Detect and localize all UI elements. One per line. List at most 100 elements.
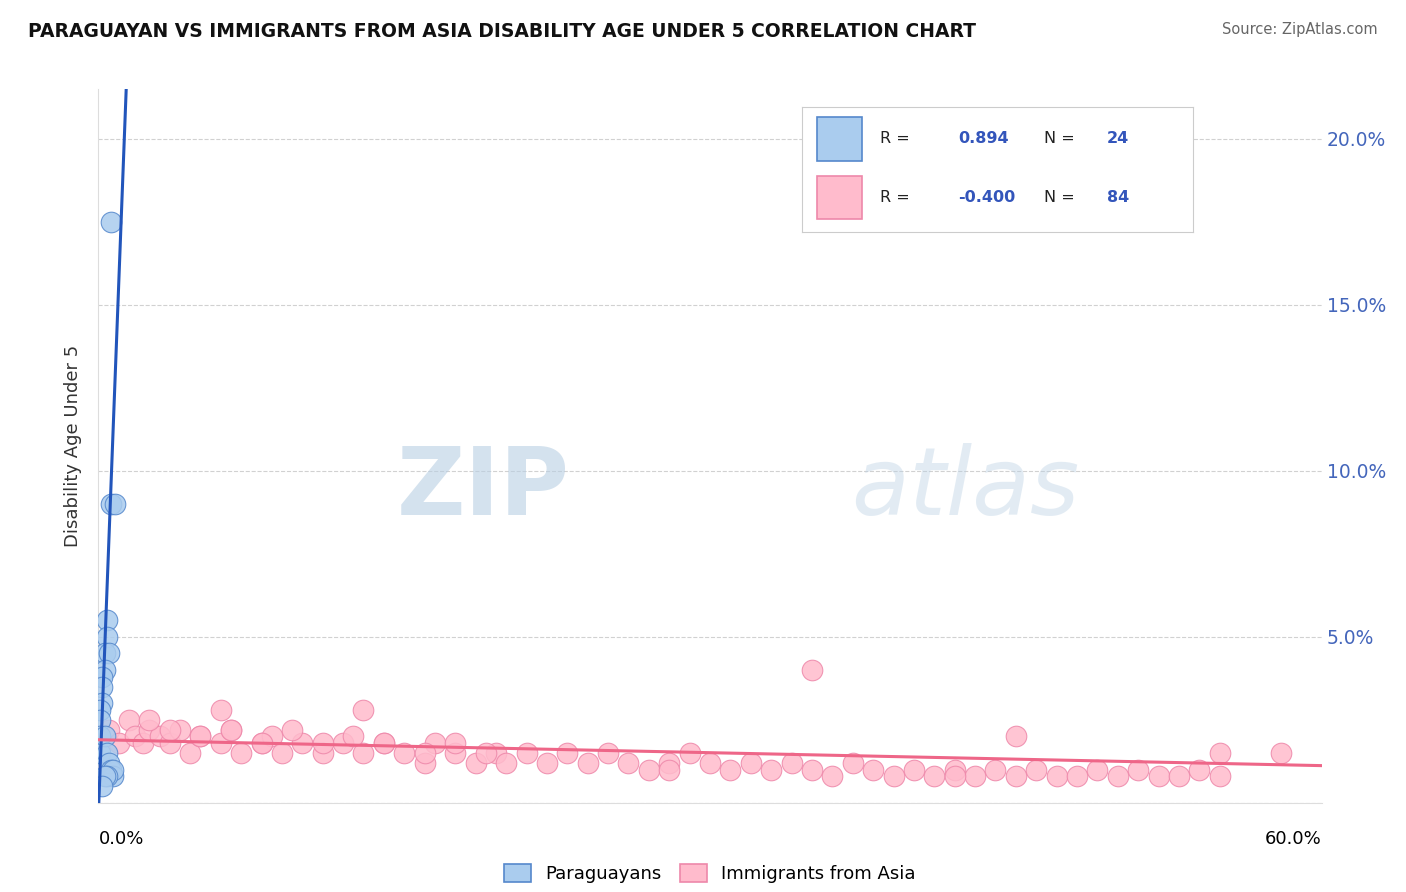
Point [740, 756, 762, 770]
Text: ZIP: ZIP [396, 442, 569, 535]
Point [231, 746, 253, 760]
Point [638, 763, 661, 777]
Point [1045, 769, 1069, 783]
Point [209, 736, 232, 750]
Point [312, 746, 335, 760]
Point [801, 663, 824, 677]
Point [96, 630, 118, 644]
Point [474, 746, 498, 760]
Point [984, 763, 1007, 777]
Point [342, 730, 364, 744]
Point [485, 746, 508, 760]
Point [413, 746, 436, 760]
Point [1167, 769, 1189, 783]
Point [617, 756, 640, 770]
Point [91, 680, 114, 694]
Point [138, 713, 160, 727]
Text: PARAGUAYAN VS IMMIGRANTS FROM ASIA DISABILITY AGE UNDER 5 CORRELATION CHART: PARAGUAYAN VS IMMIGRANTS FROM ASIA DISAB… [28, 22, 976, 41]
Point [96, 613, 118, 627]
Point [1066, 769, 1088, 783]
Point [250, 736, 273, 750]
Point [679, 746, 702, 760]
Point [93, 730, 115, 744]
Point [495, 756, 517, 770]
Point [179, 746, 201, 760]
Point [352, 703, 374, 717]
Point [209, 703, 232, 717]
Point [89, 746, 111, 760]
Point [89, 730, 111, 744]
Text: atlas: atlas [851, 443, 1078, 534]
Point [89, 713, 111, 727]
Point [1147, 769, 1170, 783]
Point [841, 756, 863, 770]
Point [96, 769, 118, 783]
Point [138, 723, 160, 737]
Point [219, 723, 242, 737]
Point [862, 763, 884, 777]
Point [536, 756, 558, 770]
Point [104, 497, 127, 511]
Point [883, 769, 905, 783]
Point [1085, 763, 1108, 777]
Point [101, 769, 124, 783]
Point [1209, 746, 1232, 760]
Text: 0.0%: 0.0% [98, 830, 143, 847]
Point [576, 756, 599, 770]
Point [444, 746, 467, 760]
Point [658, 763, 681, 777]
Point [1004, 730, 1026, 744]
Point [219, 723, 242, 737]
Point [93, 663, 115, 677]
Point [101, 763, 124, 777]
Point [780, 756, 803, 770]
Point [118, 713, 141, 727]
Point [658, 756, 681, 770]
Point [132, 736, 155, 750]
Point [97, 756, 120, 770]
Point [97, 723, 120, 737]
Point [516, 746, 538, 760]
Point [312, 736, 335, 750]
Point [281, 723, 304, 737]
Point [159, 723, 181, 737]
Point [1188, 763, 1211, 777]
Point [352, 746, 374, 760]
Point [1270, 746, 1292, 760]
Point [188, 730, 212, 744]
Point [373, 736, 395, 750]
Point [100, 497, 122, 511]
Point [464, 756, 486, 770]
Point [903, 763, 925, 777]
Point [100, 215, 122, 229]
Point [159, 736, 181, 750]
Point [761, 763, 783, 777]
Point [943, 763, 966, 777]
Point [1209, 769, 1232, 783]
Point [93, 647, 115, 661]
Point [720, 763, 742, 777]
Point [1107, 769, 1129, 783]
Point [91, 779, 114, 793]
Point [699, 756, 721, 770]
Point [392, 746, 416, 760]
Point [413, 756, 436, 770]
Point [373, 736, 395, 750]
Point [91, 670, 114, 684]
Point [1025, 763, 1047, 777]
Point [270, 746, 294, 760]
Point [557, 746, 579, 760]
Point [965, 769, 987, 783]
Point [291, 736, 314, 750]
Y-axis label: Disability Age Under 5: Disability Age Under 5 [65, 345, 83, 547]
Point [124, 730, 146, 744]
Point [169, 723, 191, 737]
Point [149, 730, 172, 744]
Point [89, 703, 111, 717]
Point [97, 647, 120, 661]
Point [1128, 763, 1150, 777]
Point [93, 769, 115, 783]
Legend: Paraguayans, Immigrants from Asia: Paraguayans, Immigrants from Asia [496, 856, 924, 890]
Point [108, 736, 131, 750]
Point [821, 769, 844, 783]
